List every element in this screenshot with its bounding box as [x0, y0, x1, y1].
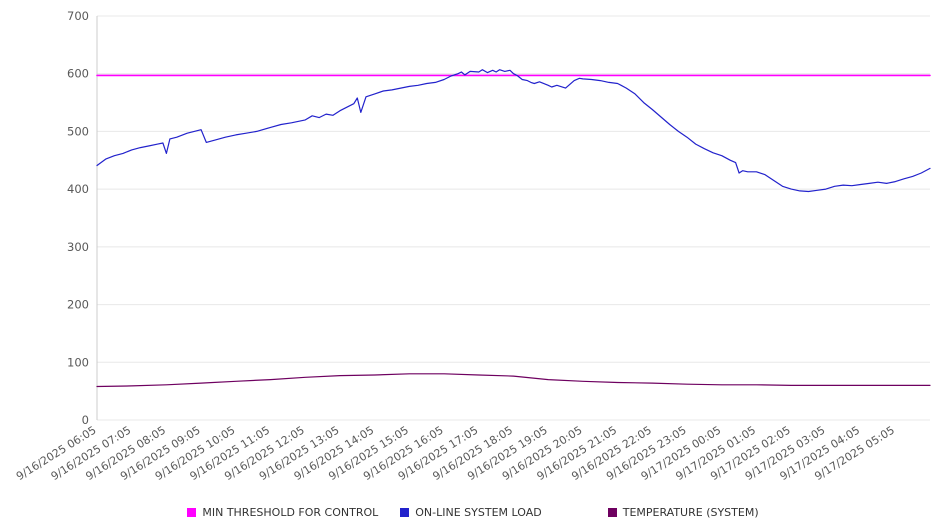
y-tick-label: 500: [67, 124, 89, 138]
series-line-1: [96, 69, 931, 193]
legend-item-2[interactable]: TEMPERATURE (SYSTEM): [607, 506, 759, 519]
legend-swatch-icon: [607, 508, 617, 517]
legend-label: ON-LINE SYSTEM LOAD: [415, 506, 542, 519]
y-tick-label: 400: [67, 182, 89, 196]
legend-swatch-icon: [187, 508, 197, 517]
series-line-2: [96, 373, 931, 388]
legend-swatch-icon: [400, 508, 410, 517]
y-tick-label: 100: [67, 355, 89, 369]
y-tick-label: 300: [67, 240, 89, 254]
legend-label: TEMPERATURE (SYSTEM): [622, 506, 759, 519]
y-tick-label: 0: [82, 413, 89, 427]
legend-item-0[interactable]: MIN THRESHOLD FOR CONTROL: [187, 506, 378, 519]
legend-label: MIN THRESHOLD FOR CONTROL: [202, 506, 379, 519]
y-tick-label: 600: [67, 67, 89, 81]
legend-item-1[interactable]: ON-LINE SYSTEM LOAD: [400, 506, 542, 519]
y-tick-label: 200: [67, 298, 89, 312]
chart-legend: MIN THRESHOLD FOR CONTROL ON-LINE SYSTEM …: [0, 506, 946, 519]
y-tick-label: 700: [67, 9, 89, 23]
